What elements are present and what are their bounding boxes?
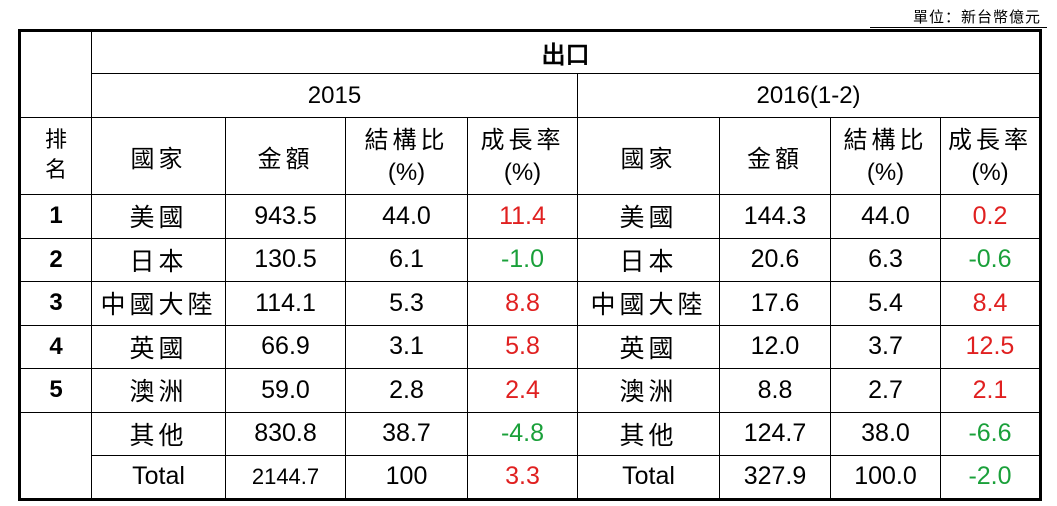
country-cell-2015: 美國 bbox=[91, 194, 226, 239]
amount-cell-2016: 8.8 bbox=[719, 368, 831, 413]
country-cell-2015: 英國 bbox=[91, 324, 226, 369]
share-cell-2015: 3.1 bbox=[345, 324, 468, 369]
growth-cell-2016: 2.1 bbox=[940, 368, 1041, 413]
share-cell-2015: 38.7 bbox=[345, 411, 468, 456]
share-cell-2015: 6.1 bbox=[345, 237, 468, 282]
amount-cell-2015: 130.5 bbox=[225, 237, 346, 282]
amount-cell-2016: 144.3 bbox=[719, 194, 831, 239]
country-cell-2016: Total bbox=[577, 455, 720, 500]
table-row: 2 日本 130.5 6.1 -1.0 日本 20.6 6.3 -0.6 bbox=[19, 237, 1041, 282]
rank-header-line2: 名 bbox=[44, 158, 67, 183]
amount-header-2016: 金額 bbox=[719, 117, 831, 195]
amount-cell-2016: 124.7 bbox=[719, 411, 831, 456]
table-row: Total 2144.7 100 3.3 Total 327.9 100.0 -2.0 bbox=[20, 455, 1041, 500]
amount-cell-2015: 2144.7 bbox=[225, 455, 346, 500]
growth-cell-2016: 12.5 bbox=[940, 324, 1041, 369]
share-cell-2016: 100.0 bbox=[830, 455, 941, 500]
growth-cell-2016: -6.6 bbox=[940, 411, 1041, 456]
rank-header-line1: 排 bbox=[44, 128, 67, 153]
rank-cell: 3 bbox=[19, 281, 92, 326]
share-cell-2016: 3.7 bbox=[830, 324, 941, 369]
table-row: 1 美國 943.5 44.0 11.4 美國 144.3 44.0 0.2 bbox=[19, 194, 1041, 239]
table-row: 其他 830.8 38.7 -4.8 其他 124.7 38.0 -6.6 bbox=[19, 411, 1041, 500]
country-cell-2015: 中國大陸 bbox=[91, 281, 226, 326]
growth-cell-2016: -0.6 bbox=[940, 237, 1041, 282]
amount-header-2015: 金額 bbox=[225, 117, 346, 195]
rank-header: 排 名 bbox=[19, 117, 92, 195]
period-2015-header: 2015 bbox=[91, 73, 578, 118]
amount-cell-2015: 830.8 bbox=[225, 411, 346, 456]
amount-cell-2015: 66.9 bbox=[225, 324, 346, 369]
amount-cell-2015: 114.1 bbox=[225, 281, 346, 326]
unit-label: 單位：新台幣億元 bbox=[912, 8, 1041, 26]
share-cell-2015: 44.0 bbox=[345, 194, 468, 239]
export-header: 出口 bbox=[91, 30, 1041, 74]
rank-cell bbox=[19, 411, 92, 500]
country-cell-2016: 美國 bbox=[577, 194, 720, 239]
country-header-2016: 國家 bbox=[577, 117, 720, 195]
table-row: 5 澳洲 59.0 2.8 2.4 澳洲 8.8 2.7 2.1 bbox=[19, 368, 1041, 413]
rank-cell: 4 bbox=[19, 324, 92, 369]
growth-cell-2015: -1.0 bbox=[467, 237, 578, 282]
share-cell-2015: 100 bbox=[345, 455, 468, 500]
growth-cell-2015: 3.3 bbox=[467, 455, 578, 500]
export-table: 出口 2015 2016(1-2) 排 名 國家 金額 結構比 (%) 成長率 … bbox=[18, 29, 1042, 501]
share-cell-2016: 6.3 bbox=[830, 237, 941, 282]
period-2016-header: 2016(1-2) bbox=[577, 73, 1041, 118]
growth-cell-2015: 11.4 bbox=[467, 194, 578, 239]
growth-cell-2016: -2.0 bbox=[940, 455, 1041, 500]
share-header-label: 結構比 bbox=[843, 125, 928, 154]
rank-cell: 5 bbox=[19, 368, 92, 413]
amount-cell-2016: 17.6 bbox=[719, 281, 831, 326]
growth-cell-2015: 5.8 bbox=[467, 324, 578, 369]
country-cell-2016: 中國大陸 bbox=[577, 281, 720, 326]
share-cell-2015: 5.3 bbox=[345, 281, 468, 326]
country-cell-2015: 日本 bbox=[91, 237, 226, 282]
growth-header-unit: (%) bbox=[503, 158, 542, 186]
growth-cell-2016: 0.2 bbox=[940, 194, 1041, 239]
growth-header-label: 成長率 bbox=[948, 125, 1032, 154]
country-cell-2015: 澳洲 bbox=[91, 368, 226, 413]
country-cell-2015: Total bbox=[91, 455, 226, 500]
country-cell-2015: 其他 bbox=[91, 411, 226, 456]
growth-cell-2015: 8.8 bbox=[467, 281, 578, 326]
share-cell-2016: 44.0 bbox=[830, 194, 941, 239]
country-cell-2016: 其他 bbox=[577, 411, 720, 456]
share-cell-2016: 2.7 bbox=[830, 368, 941, 413]
country-cell-2016: 澳洲 bbox=[577, 368, 720, 413]
country-cell-2016: 日本 bbox=[577, 237, 720, 282]
growth-header-unit: (%) bbox=[971, 158, 1009, 186]
share-header-unit: (%) bbox=[387, 158, 426, 186]
table-row: 3 中國大陸 114.1 5.3 8.8 中國大陸 17.6 5.4 8.4 bbox=[19, 281, 1041, 326]
growth-header-label: 成長率 bbox=[480, 125, 565, 154]
amount-cell-2015: 943.5 bbox=[225, 194, 346, 239]
amount-cell-2016: 20.6 bbox=[719, 237, 831, 282]
country-cell-2016: 英國 bbox=[577, 324, 720, 369]
share-header-2015: 結構比 (%) bbox=[345, 117, 468, 195]
unit-underline bbox=[870, 27, 1047, 28]
share-cell-2015: 2.8 bbox=[345, 368, 468, 413]
table-row: 4 英國 66.9 3.1 5.8 英國 12.0 3.7 12.5 bbox=[19, 324, 1041, 369]
growth-cell-2015: 2.4 bbox=[467, 368, 578, 413]
country-header-2015: 國家 bbox=[91, 117, 226, 195]
amount-cell-2016: 12.0 bbox=[719, 324, 831, 369]
amount-cell-2016: 327.9 bbox=[719, 455, 831, 500]
corner-cell bbox=[19, 30, 92, 118]
growth-header-2015: 成長率 (%) bbox=[467, 117, 578, 195]
growth-header-2016: 成長率 (%) bbox=[940, 117, 1041, 195]
share-header-label: 結構比 bbox=[364, 125, 449, 154]
share-cell-2016: 38.0 bbox=[830, 411, 941, 456]
amount-cell-2015: 59.0 bbox=[225, 368, 346, 413]
share-cell-2016: 5.4 bbox=[830, 281, 941, 326]
growth-cell-2015: -4.8 bbox=[467, 411, 578, 456]
share-header-2016: 結構比 (%) bbox=[830, 117, 941, 195]
rank-cell: 1 bbox=[19, 194, 92, 239]
growth-cell-2016: 8.4 bbox=[940, 281, 1041, 326]
rank-cell: 2 bbox=[19, 237, 92, 282]
share-header-unit: (%) bbox=[866, 158, 905, 186]
